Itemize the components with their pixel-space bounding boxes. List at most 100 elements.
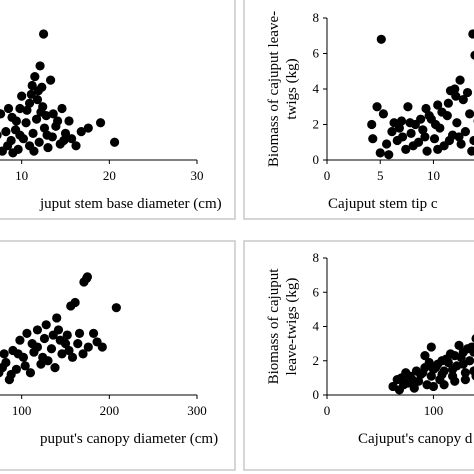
data-point — [1, 127, 11, 137]
data-point — [375, 148, 385, 158]
data-point — [71, 141, 81, 151]
data-point — [397, 132, 408, 142]
data-point — [83, 123, 93, 133]
data-point — [376, 34, 386, 44]
data-point — [396, 373, 407, 383]
data-point — [420, 363, 430, 373]
data-point — [3, 103, 14, 114]
x-tick-label: 10 — [15, 168, 28, 183]
data-point — [74, 328, 85, 338]
panel-frame-top-right — [243, 0, 474, 220]
scatter-plot-canopy-right: 0 100 0 2 4 6 8 Cajuput's canopy d Biomass of ca… — [266, 250, 474, 447]
data-point — [394, 385, 404, 395]
data-point — [73, 339, 83, 349]
data-point — [31, 114, 42, 124]
y-axis-title-line: twigs (kg) — [284, 58, 300, 119]
data-point — [27, 339, 37, 349]
data-point — [48, 109, 58, 119]
data-point — [424, 111, 434, 121]
data-point — [30, 71, 40, 82]
data-point — [48, 330, 58, 340]
data-point — [20, 361, 30, 371]
panel-frame-top-left — [0, 0, 236, 220]
data-point — [22, 105, 32, 115]
data-point — [458, 95, 468, 105]
data-point — [38, 352, 48, 362]
y-tick-label: 8 — [313, 10, 320, 25]
data-point — [403, 378, 413, 388]
data-point — [70, 297, 80, 308]
y-tick-label: 0 — [313, 387, 320, 402]
data-point — [34, 137, 44, 147]
data-point — [420, 351, 430, 361]
x-tick-label: 20 — [103, 168, 116, 183]
data-point — [50, 363, 60, 373]
data-point — [22, 328, 32, 338]
data-point — [26, 89, 36, 99]
data-point — [39, 333, 50, 344]
data-point — [454, 340, 464, 350]
data-point — [38, 29, 49, 39]
data-point — [39, 123, 50, 133]
y-tick-label: 4 — [313, 319, 320, 334]
data-point — [59, 135, 69, 146]
data-point — [452, 118, 462, 128]
data-point — [41, 320, 51, 330]
data-point — [458, 359, 468, 369]
data-point — [15, 335, 25, 345]
data-point — [468, 29, 474, 39]
data-point — [64, 345, 74, 356]
data-point — [396, 116, 407, 126]
data-point — [43, 142, 53, 153]
data-point — [15, 103, 25, 114]
y-tick-label: 6 — [313, 46, 320, 61]
data-point — [367, 119, 377, 130]
data-point — [460, 374, 470, 385]
data-point — [439, 380, 449, 390]
data-point — [6, 369, 16, 380]
data-point — [3, 141, 13, 151]
data-point — [394, 123, 404, 133]
data-point — [382, 139, 392, 149]
data-point — [455, 75, 465, 85]
data-point — [24, 98, 35, 108]
data-point — [95, 118, 106, 128]
data-point — [25, 368, 36, 378]
data-point — [21, 118, 31, 128]
x-tick-label: 300 — [187, 403, 207, 418]
data-point — [35, 61, 45, 71]
data-point — [437, 369, 447, 380]
data-point — [67, 352, 78, 362]
scatter-plot-stem-base: 10 20 30 juput stem base diameter (cm) — [0, 29, 222, 212]
data-point — [15, 130, 25, 140]
x-tick-label: 30 — [191, 168, 204, 183]
data-point — [51, 121, 61, 131]
data-point — [97, 342, 107, 352]
data-point — [409, 383, 419, 393]
data-point — [111, 303, 121, 313]
data-point — [430, 119, 441, 130]
data-point — [454, 132, 464, 142]
data-point — [60, 128, 71, 138]
y-axis-title-line: leave-twigs (kg) — [284, 278, 300, 376]
data-point — [57, 349, 67, 359]
data-point — [401, 144, 411, 154]
data-point — [28, 128, 38, 138]
x-tick-label: 100 — [12, 403, 32, 418]
data-point — [418, 125, 428, 135]
data-point — [27, 80, 37, 91]
x-tick-label: 10 — [427, 168, 440, 183]
data-point — [470, 50, 474, 60]
data-point — [443, 98, 453, 108]
data-point — [450, 376, 460, 386]
data-point — [403, 102, 413, 112]
data-point — [378, 109, 389, 119]
data-point — [17, 91, 27, 101]
data-point — [458, 347, 468, 357]
panel-frame-bottom-left — [0, 240, 236, 471]
data-point — [78, 349, 88, 359]
data-point — [437, 107, 447, 117]
data-point — [429, 134, 440, 144]
x-tick-label: 0 — [324, 403, 331, 418]
data-point — [460, 127, 470, 137]
